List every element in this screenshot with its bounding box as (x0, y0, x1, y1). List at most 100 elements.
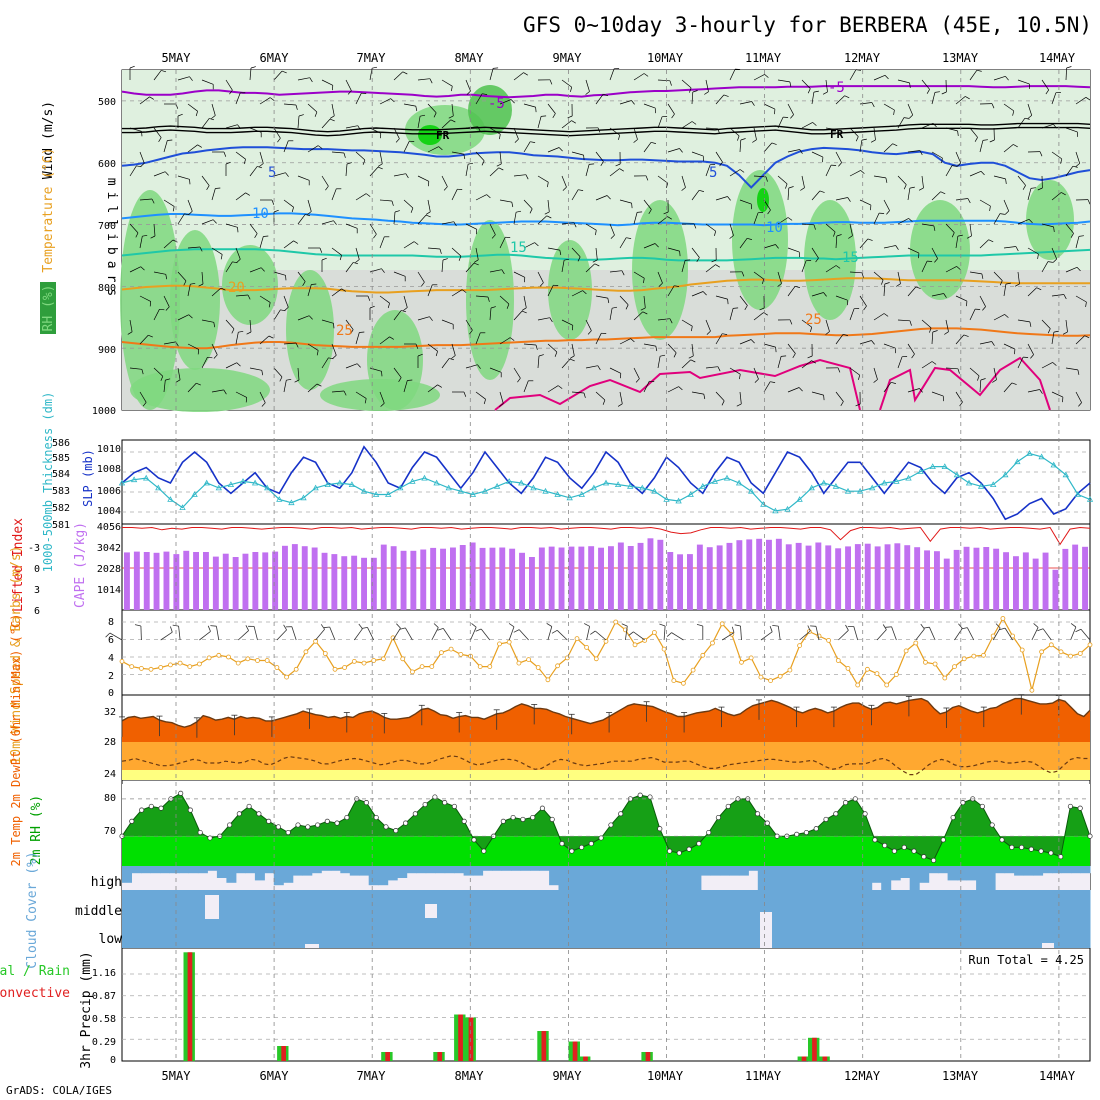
wind-barb-flag (356, 363, 361, 368)
thickness-marker (881, 479, 888, 486)
thickness-marker (433, 479, 440, 486)
cloud-low-bar (160, 920, 170, 948)
wind-barb (355, 247, 360, 260)
wind-barb-10m (237, 630, 249, 641)
wind-barb-flag (883, 313, 889, 317)
wind-barb-flag (943, 293, 947, 298)
wind-barb (1017, 218, 1030, 225)
cape-bar (153, 552, 160, 610)
wind-barb-flag (957, 368, 960, 374)
wind-barb (1003, 284, 1007, 297)
rh-marker (618, 811, 624, 817)
wind-barb (753, 127, 757, 140)
wind-barb (417, 116, 421, 129)
rh-marker (676, 850, 682, 856)
cape-bar (973, 547, 980, 610)
wind-barb (345, 125, 358, 129)
cloud-middle-bar (587, 890, 597, 920)
cloud-low-bar (340, 920, 351, 948)
wind-barb (729, 68, 736, 81)
cloud-high-bar (178, 866, 189, 874)
cloud-middle-bar (1023, 890, 1034, 920)
cloud-low-bar (245, 920, 256, 948)
wind-barb-flag (398, 377, 402, 382)
wind-barb-flag (439, 248, 442, 254)
cloud-middle-bar (368, 890, 379, 920)
wind-speed-marker (952, 664, 957, 669)
thickness-marker (130, 476, 138, 483)
wind-speed-marker (961, 656, 967, 662)
cape-bar (894, 543, 901, 610)
thick-581: 581 (52, 520, 70, 531)
cloud-low-bar (919, 920, 930, 948)
cloud-high-bar (938, 866, 949, 874)
wind-barb (297, 115, 300, 129)
date-top: 11MAY (745, 51, 782, 65)
wind-barb (297, 367, 300, 381)
wind-barb (1065, 67, 1067, 81)
cloud-middle-bar (492, 890, 503, 920)
wind-barb (979, 341, 992, 345)
wind-barb-flag (197, 144, 202, 148)
wind-barb-flag (506, 303, 510, 309)
wind-barb (691, 343, 694, 356)
rh-marker (901, 844, 907, 850)
wind-barb (969, 223, 972, 236)
precip-0.87: 0.87 (92, 991, 116, 1002)
wind-barb-flag (870, 139, 876, 143)
cape-bar (677, 554, 683, 610)
wind-barb (307, 103, 318, 113)
wind-barb-flag (775, 347, 777, 353)
wind-barb (825, 265, 837, 273)
wind-barb (499, 99, 512, 105)
wind-barb (201, 219, 214, 225)
date-bottom: 8MAY (455, 1069, 485, 1083)
wind-speed-marker (1029, 687, 1035, 693)
wind-barb-flag (977, 375, 980, 381)
wind-barb-flag (918, 187, 924, 191)
cape-lifted-index-panel (122, 526, 1091, 610)
rh-marker (178, 790, 184, 796)
wind-barb (1017, 79, 1030, 85)
cloud-low-bar (226, 920, 237, 948)
wind-speed-marker (255, 658, 260, 663)
wind-barb (489, 223, 496, 235)
wind-speed-marker (1039, 649, 1044, 655)
cape-bar (1062, 548, 1069, 610)
wind-barb-flag (988, 239, 994, 243)
wind-barb (427, 284, 433, 297)
wind-barb (259, 236, 264, 249)
wind-barb-10m-flag (659, 623, 666, 627)
cloud-low-bar (606, 920, 616, 948)
wind-barb (907, 343, 915, 355)
cape-bar (1072, 544, 1079, 610)
wind-barb (619, 199, 632, 204)
contour-15c (121, 248, 1091, 262)
wind-barb (139, 96, 150, 105)
wind-barb-flag (999, 213, 1005, 215)
wind-barb (177, 76, 190, 81)
cape-bar (262, 552, 269, 610)
wind-barb (1017, 319, 1030, 323)
wind-barb (379, 391, 385, 404)
wind-barb-flag (401, 310, 407, 313)
wind-barb-flag (967, 198, 971, 204)
wind-barb-flag (437, 384, 442, 388)
wind-barb-flag (884, 282, 890, 285)
rh-marker (520, 816, 526, 822)
wind-barb (561, 120, 572, 129)
wind-barb (379, 199, 393, 202)
dewpoint-line (121, 755, 1090, 776)
wind-barb (273, 367, 283, 378)
cape-bar (706, 547, 713, 610)
wind-barb (1075, 295, 1087, 303)
wind-barb (129, 223, 139, 234)
wind-speed-marker (458, 652, 464, 657)
wind-barb-flag (212, 219, 217, 224)
thick-585: 585 (52, 453, 70, 464)
temperature-contours (121, 85, 1091, 411)
wind-barb-flag (941, 157, 943, 163)
wind-barb-flag (285, 172, 289, 177)
wind-barb (153, 70, 162, 81)
cloud-high-bar (283, 866, 294, 883)
